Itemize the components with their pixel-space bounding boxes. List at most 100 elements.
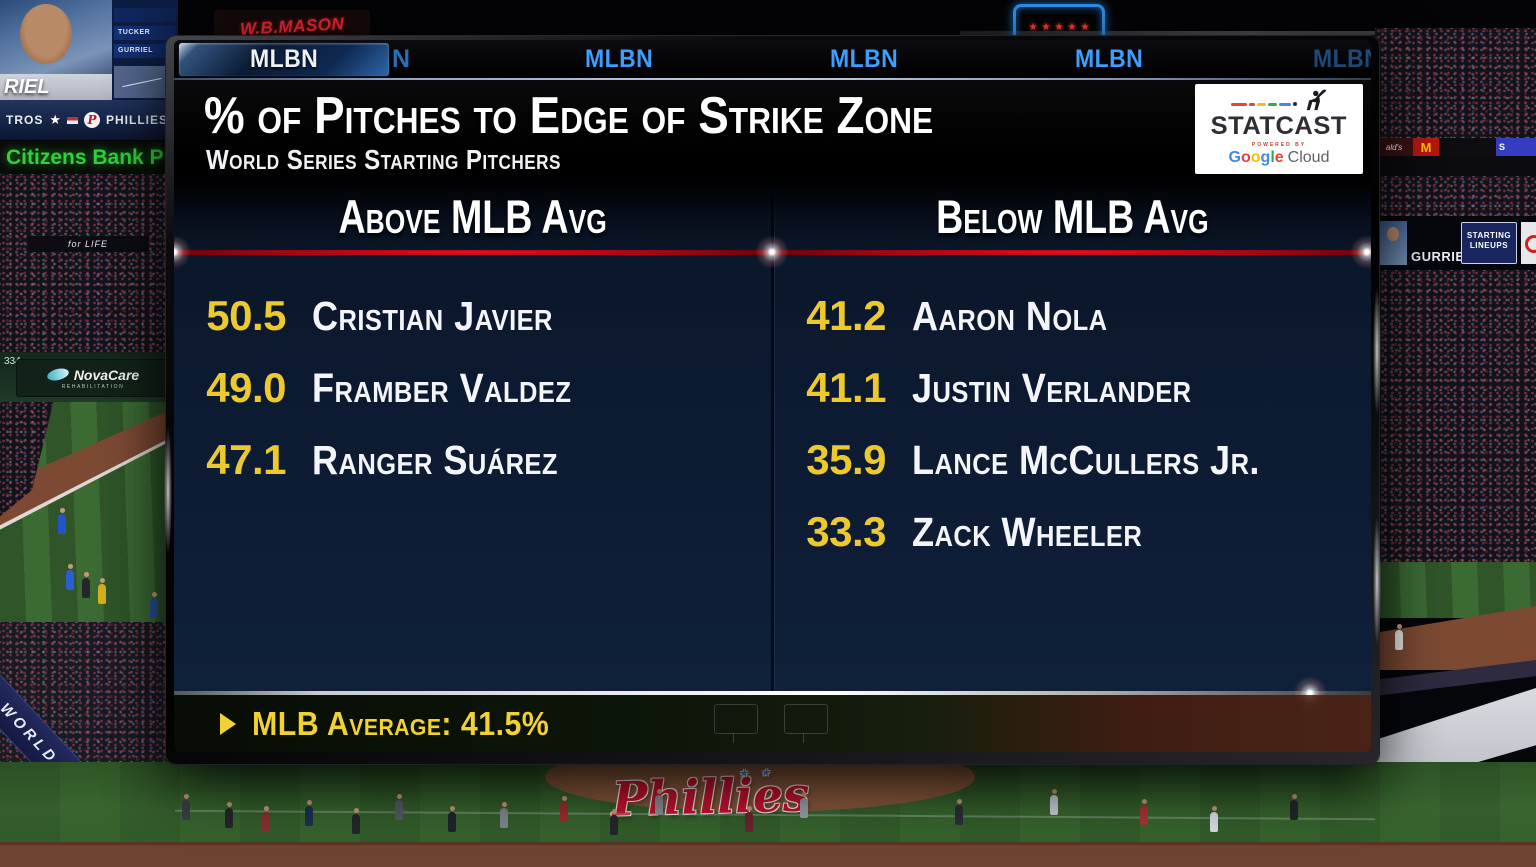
star-icon: ★ <box>1080 21 1090 33</box>
google-letter: G <box>1228 149 1241 166</box>
dash-segment <box>1256 102 1266 106</box>
person <box>395 794 403 820</box>
player-jersey <box>0 74 112 100</box>
person <box>1140 799 1148 825</box>
dark-facade <box>1439 138 1496 156</box>
player-name: Framber Valdez <box>312 364 572 411</box>
right-scoreboard: GURRIEL STARTING LINEUPS <box>1375 216 1536 270</box>
person <box>66 564 74 590</box>
videoboard-player-photo: RIEL <box>0 0 112 100</box>
tab-label: MLBN <box>1312 44 1371 73</box>
matchup-strip: TROS ★ P PHILLIES <box>0 100 178 140</box>
star-icon: ★ <box>1054 21 1064 33</box>
person <box>448 806 456 832</box>
wall-distance-marker: 334 <box>4 356 21 367</box>
person <box>1210 806 1218 832</box>
stat-row: 35.9 Lance McCullers Jr. <box>774 424 1371 496</box>
graphic-title: % of Pitches to Edge of Strike Zone <box>204 87 934 145</box>
home-team-label: PHILLIES <box>106 113 169 127</box>
stat-value: 47.1 <box>206 436 286 483</box>
footer-band: MLB Average: 41.5% <box>174 695 1371 752</box>
dash-segment <box>1278 102 1291 106</box>
cloud-label: Cloud <box>1287 149 1330 166</box>
lineup-row <box>114 8 176 22</box>
player-name-overlay: RIEL <box>4 76 50 98</box>
graphic-subtitle: World Series Starting Pitchers <box>206 144 561 175</box>
facade-rail <box>1375 156 1536 176</box>
phillies-p-logo: P <box>84 112 100 128</box>
person <box>352 808 360 834</box>
dash-segment <box>1267 102 1277 106</box>
person <box>305 800 313 826</box>
column-header-text: Above MLB Avg <box>338 189 607 243</box>
stat-row: 50.5 Cristian Javier <box>174 280 771 352</box>
starting-lineups-sign: STARTING LINEUPS <box>1461 222 1517 264</box>
stat-row: 41.2 Aaron Nola <box>774 280 1371 352</box>
person <box>655 789 663 815</box>
phillies-field-logo: Phillies ★★ <box>611 767 810 827</box>
person <box>150 592 158 618</box>
red-underline <box>774 250 1371 255</box>
citizens-bank-text: Citizens Bank P <box>6 146 164 169</box>
phillies-logo-stars: ★★ <box>739 768 784 780</box>
novacare-subtext: REHABILITATION <box>61 383 125 390</box>
statcast-dashes <box>1230 102 1297 106</box>
column-header-below: Below MLB Avg <box>754 180 1371 270</box>
outfield-wall: 334 NovaCare REHABILITATION <box>0 352 178 402</box>
person <box>745 806 753 832</box>
column-header-above: Above MLB Avg <box>174 180 771 270</box>
mlb-average-text: MLB Average: 41.5% <box>252 704 550 742</box>
person <box>182 794 190 820</box>
player-name: Cristian Javier <box>312 292 553 339</box>
title-band: % of Pitches to Edge of Strike Zone Worl… <box>174 80 1371 180</box>
google-cloud-logo: Google Cloud <box>1229 150 1330 166</box>
person <box>262 806 270 832</box>
signature-area <box>114 66 176 98</box>
bezel-glint <box>164 426 172 556</box>
column-header-text: Below MLB Avg <box>936 189 1209 243</box>
tab-underline <box>174 78 1371 80</box>
stat-row: 33.3 Zack Wheeler <box>774 496 1371 568</box>
google-letter: o <box>1240 149 1251 166</box>
stat-value: 49.0 <box>206 364 286 411</box>
google-letter: e <box>1274 149 1284 166</box>
person <box>800 792 808 818</box>
statcast-logo: STATCAST POWERED BY Google Cloud <box>1195 84 1363 174</box>
person <box>1290 794 1298 820</box>
upper-rail <box>960 31 1536 35</box>
crowd-left-upper <box>0 174 178 356</box>
tab-label: MLBN <box>1074 44 1144 73</box>
ad-band: ald's M S <box>1375 138 1536 156</box>
person <box>1050 789 1058 815</box>
novacare-text: NovaCare <box>73 366 140 383</box>
dash-dot <box>1292 102 1297 106</box>
dash-segment <box>1230 102 1247 106</box>
panel-inner: MLBN N MLBN MLBN MLBN MLBN % of Pitches … <box>174 40 1371 752</box>
column-above-avg: Above MLB Avg 50.5 Cristian Javier 49.0 … <box>174 180 771 691</box>
tab-mlbn-4: MLBN <box>1064 40 1154 78</box>
scoreboard-player-thumb <box>1379 221 1407 265</box>
player-headshot <box>20 4 72 64</box>
player-name: Aaron Nola <box>912 292 1108 339</box>
lineup-row-gurriel: GURRIEL <box>114 44 176 58</box>
away-team-label: TROS <box>6 113 44 127</box>
flag-icon <box>67 116 78 124</box>
stat-row: 47.1 Ranger Suárez <box>174 424 771 496</box>
blue-ad-sign: S <box>1496 138 1536 156</box>
mlb-batter-icon <box>1306 89 1326 111</box>
tab-mlbn-3: MLBN <box>819 40 909 78</box>
dash-segment <box>1248 102 1255 106</box>
for-life-text: for LIFE <box>67 239 108 249</box>
google-letter: o <box>1250 149 1261 166</box>
stat-value: 33.3 <box>806 508 886 555</box>
star-icon: ★ <box>1041 21 1051 33</box>
crowd-right-mid <box>1375 176 1536 216</box>
stat-value: 50.5 <box>206 292 286 339</box>
person <box>82 572 90 598</box>
lineup-row-tucker: TUCKER <box>114 26 176 40</box>
crowd-right-large <box>1375 270 1536 562</box>
tab-label: MLBN <box>584 44 654 73</box>
tab-mlbn-active: MLBN <box>178 42 390 77</box>
player-name: Lance McCullers Jr. <box>912 436 1260 483</box>
left-field-grass <box>0 402 178 622</box>
